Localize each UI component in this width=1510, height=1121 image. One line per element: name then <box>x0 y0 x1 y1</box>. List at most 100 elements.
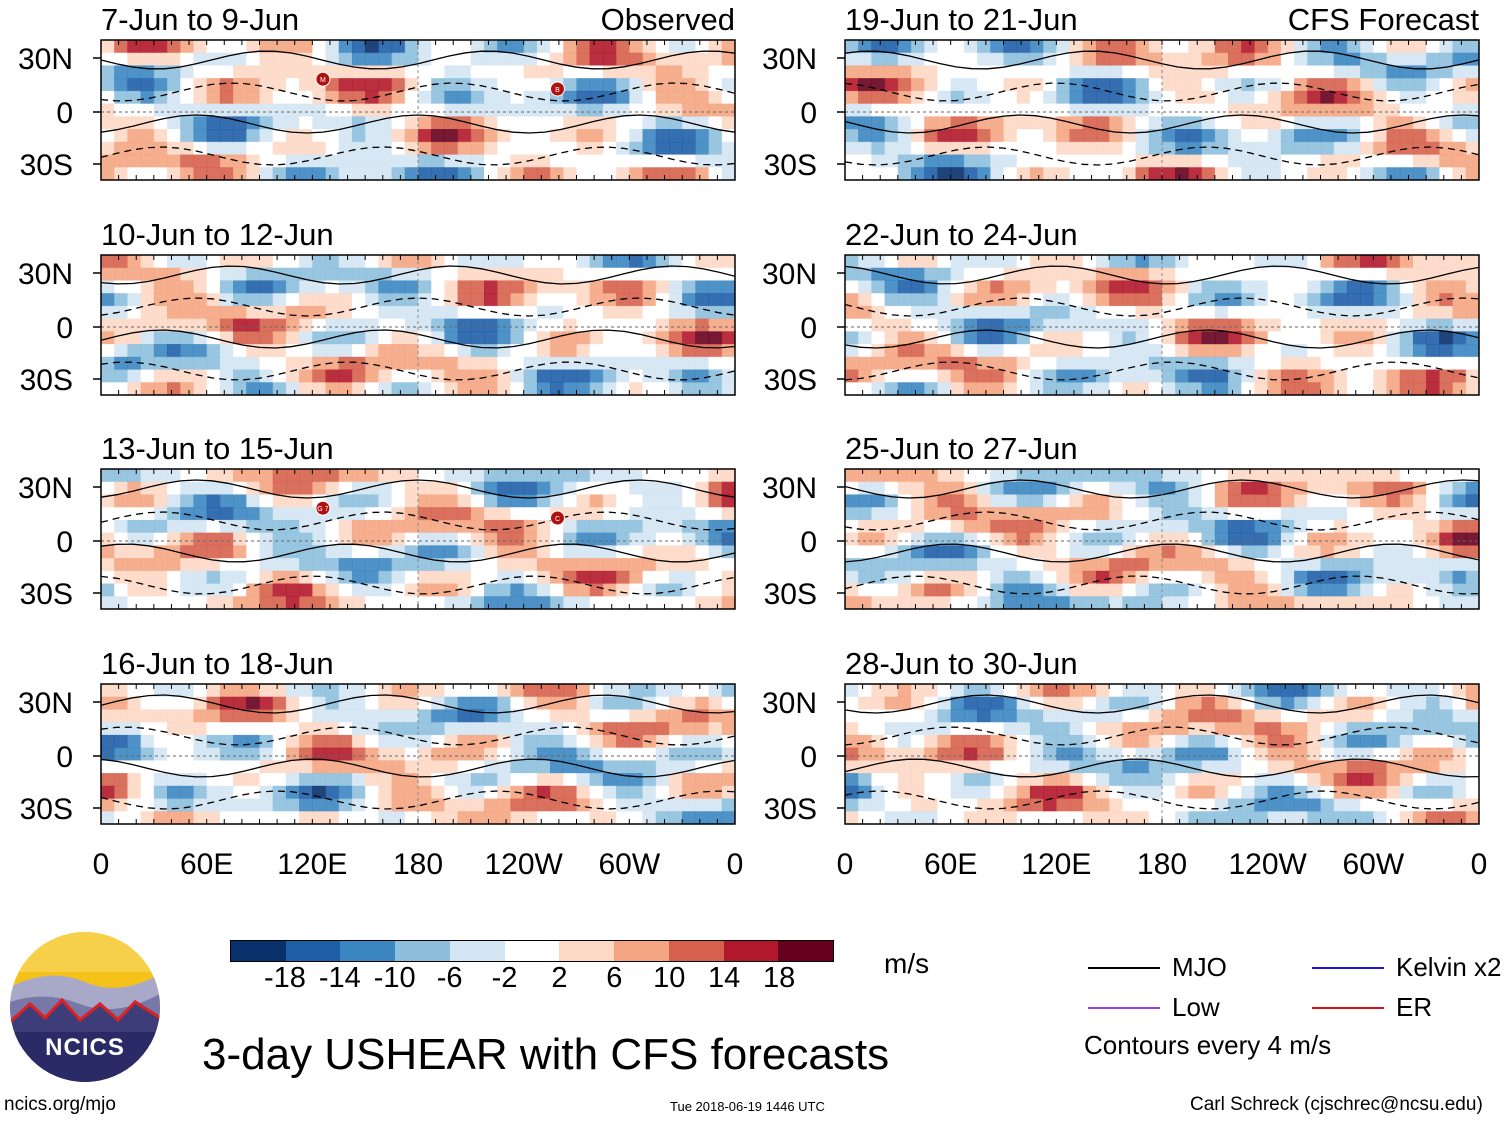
field-cell <box>1333 532 1348 546</box>
field-cell <box>536 318 551 332</box>
field-cell <box>1095 519 1110 534</box>
field-cell <box>1082 103 1097 117</box>
field-cell <box>1175 532 1190 546</box>
field-cell <box>1095 494 1110 508</box>
field-cell <box>193 40 208 54</box>
field-cell <box>1135 167 1150 180</box>
field-cell <box>871 785 886 800</box>
field-cell <box>642 103 657 117</box>
field-cell <box>1307 469 1322 483</box>
field-cell <box>114 344 129 358</box>
field-cell <box>497 344 512 358</box>
field-cell <box>1280 65 1295 79</box>
field-cell <box>1228 747 1242 761</box>
field-cell <box>589 532 604 546</box>
field-cell <box>950 481 965 496</box>
field-cell <box>1333 507 1348 521</box>
field-cell <box>1082 760 1097 774</box>
field-cell <box>937 293 952 307</box>
field-cell <box>1320 90 1335 105</box>
field-cell <box>497 78 512 92</box>
field-cell <box>897 507 912 521</box>
field-cell <box>510 469 525 483</box>
field-cell <box>127 90 142 105</box>
field-cell <box>884 52 899 67</box>
field-cell <box>1307 167 1322 180</box>
field-cell <box>845 293 859 307</box>
field-cell <box>1095 773 1110 787</box>
field-cell <box>682 331 696 345</box>
field-cell <box>470 596 485 609</box>
field-cell <box>1043 684 1057 698</box>
field-cell <box>695 344 710 358</box>
field-cell <box>219 798 234 812</box>
field-cell <box>1095 583 1110 597</box>
field-cell <box>484 382 498 395</box>
field-cell <box>378 90 393 105</box>
field-cell <box>1003 709 1018 723</box>
field-cell <box>338 519 353 534</box>
field-cell <box>1254 356 1269 371</box>
field-cell <box>1056 90 1071 105</box>
field-cell <box>550 545 564 559</box>
field-cell <box>602 481 617 496</box>
field-cell <box>655 65 670 79</box>
field-cell <box>1069 696 1084 711</box>
field-cell <box>1016 532 1031 546</box>
field-cell <box>1320 331 1335 345</box>
field-cell <box>1294 255 1308 269</box>
field-cell <box>858 40 873 54</box>
field-cell <box>1241 382 1256 395</box>
colorbar-swatch <box>340 941 396 961</box>
field-cell <box>1267 90 1282 105</box>
field-cell <box>510 722 525 736</box>
field-cell <box>629 90 644 105</box>
field-cell <box>629 369 644 383</box>
field-cell <box>325 141 340 156</box>
field-cell <box>259 811 274 824</box>
field-cell <box>897 696 912 711</box>
field-cell <box>1003 154 1018 168</box>
field-cell <box>1109 103 1123 117</box>
field-cell <box>431 519 446 534</box>
field-cell <box>1254 65 1269 79</box>
field-cell <box>1307 558 1322 572</box>
field-cell <box>576 305 591 320</box>
field-cell <box>642 469 657 483</box>
field-cell <box>444 356 459 371</box>
field-cell <box>1056 494 1071 508</box>
field-cell <box>1320 532 1335 546</box>
field-cell <box>1135 255 1150 269</box>
field-cell <box>924 545 939 559</box>
field-cell <box>1346 52 1361 67</box>
field-cell <box>101 532 115 546</box>
field-cell <box>1412 154 1427 168</box>
field-cell <box>299 545 313 559</box>
field-cell <box>616 344 630 358</box>
field-cell <box>1386 293 1401 307</box>
field-cell <box>404 773 419 787</box>
field-cell <box>937 583 952 597</box>
field-cell <box>351 696 366 711</box>
field-cell <box>563 267 578 282</box>
field-cell <box>1399 129 1414 143</box>
field-cell <box>1069 318 1084 332</box>
field-cell <box>721 305 735 320</box>
field-cell <box>246 305 261 320</box>
field-cell <box>990 116 1005 130</box>
field-cell <box>1399 369 1414 383</box>
field-cell <box>589 167 604 180</box>
field-cell <box>470 507 485 521</box>
field-cell <box>351 532 366 546</box>
field-cell <box>219 255 234 269</box>
field-cell <box>1043 507 1057 521</box>
field-cell <box>180 382 195 395</box>
field-cell <box>1228 469 1242 483</box>
field-cell <box>365 154 379 168</box>
field-cell <box>708 747 723 761</box>
field-cell <box>1267 532 1282 546</box>
field-cell <box>1188 507 1203 521</box>
field-cell <box>1280 90 1295 105</box>
field-cell <box>602 103 617 117</box>
